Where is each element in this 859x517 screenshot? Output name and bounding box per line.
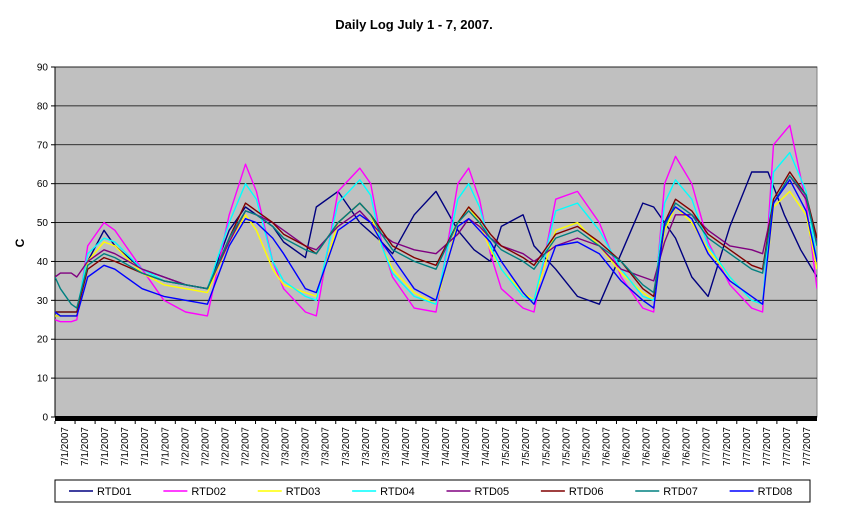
x-tick-label: 7/4/2007 [481, 427, 492, 466]
x-tick-label: 7/5/2007 [561, 427, 572, 466]
series-group [55, 124, 817, 323]
y-tick-label: 80 [37, 101, 49, 112]
legend-label-rtd08: RTD08 [758, 486, 793, 498]
legend-label-rtd04: RTD04 [380, 486, 415, 498]
plot-area: 0 10 20 30 40 50 60 70 80 90 7/1/2007 7/1/2007 7/1/2… [37, 63, 818, 466]
y-tick-label: 10 [37, 374, 49, 385]
x-tick-label: 7/6/2007 [662, 427, 673, 466]
x-tick-label: 7/4/2007 [401, 427, 412, 466]
x-tick-label: 7/4/2007 [461, 427, 472, 466]
chart-title: Daily Log July 1 - 7, 2007. [335, 17, 493, 32]
legend: RTD01 RTD02 RTD03 RTD04 RTD05 RTD06 RTD07 RTD08 [54, 479, 811, 503]
plot-background [54, 66, 818, 418]
x-tick-label: 7/5/2007 [581, 427, 592, 466]
legend-label-rtd05: RTD05 [475, 486, 510, 498]
x-tick-label: 7/6/2007 [601, 427, 612, 466]
y-tick-label: 20 [37, 335, 49, 346]
legend-label-rtd07: RTD07 [663, 486, 698, 498]
x-tick-label: 7/7/2007 [782, 427, 793, 466]
y-axis-label: C [13, 238, 27, 247]
y-tick-label: 40 [37, 257, 49, 268]
x-tick-label: 7/1/2007 [80, 427, 91, 466]
legend-label-rtd06: RTD06 [569, 486, 604, 498]
y-tick-label: 30 [37, 296, 49, 307]
x-tick-label: 7/1/2007 [60, 427, 71, 466]
legend-label-rtd01: RTD01 [97, 486, 132, 498]
x-tick-label: 7/6/2007 [622, 427, 633, 466]
x-tick-label: 7/2/2007 [180, 427, 191, 466]
x-tick-label: 7/6/2007 [682, 427, 693, 466]
x-tick-label: 7/4/2007 [421, 427, 432, 466]
x-tick-label: 7/3/2007 [341, 427, 352, 466]
y-tick-label: 0 [42, 413, 48, 424]
x-tick-label: 7/2/2007 [261, 427, 272, 466]
x-tick-label: 7/7/2007 [722, 427, 733, 466]
x-tick-label: 7/1/2007 [160, 427, 171, 466]
series-line-rtd07 [55, 175, 817, 309]
x-tick-label: 7/3/2007 [281, 427, 292, 466]
legend-box [54, 479, 811, 503]
x-tick-label: 7/7/2007 [702, 427, 713, 466]
x-tick-label: 7/7/2007 [762, 427, 773, 466]
x-tick-label: 7/5/2007 [501, 427, 512, 466]
x-tick-label: 7/7/2007 [742, 427, 753, 466]
x-tick-label: 7/3/2007 [321, 427, 332, 466]
x-tick-label: 7/6/2007 [642, 427, 653, 466]
x-tick-label: 7/3/2007 [301, 427, 312, 466]
y-tick-label: 90 [37, 63, 49, 74]
x-tick-label: 7/5/2007 [541, 427, 552, 466]
x-tick-label: 7/5/2007 [521, 427, 532, 466]
x-tick-label: 7/2/2007 [200, 427, 211, 466]
x-tick-label: 7/1/2007 [140, 427, 151, 466]
x-axis-line [55, 416, 817, 421]
y-tick-label: 50 [37, 218, 49, 229]
y-tick-label: 70 [37, 140, 49, 151]
x-tick-label: 7/1/2007 [100, 427, 111, 466]
series-line-rtd01 [55, 171, 817, 317]
series-line-rtd02 [55, 124, 817, 323]
series-line-rtd08 [55, 179, 817, 317]
x-tick-label: 7/1/2007 [120, 427, 131, 466]
legend-label-rtd02: RTD02 [191, 486, 226, 498]
x-tick-label: 7/4/2007 [441, 427, 452, 466]
x-tick-label: 7/3/2007 [361, 427, 372, 466]
y-tick-label: 60 [37, 179, 49, 190]
legend-label-rtd03: RTD03 [286, 486, 321, 498]
x-tick-label: 7/7/2007 [802, 427, 813, 466]
x-tick-label: 7/3/2007 [381, 427, 392, 466]
x-tick-label: 7/2/2007 [220, 427, 231, 466]
x-tick-label: 7/2/2007 [241, 427, 252, 466]
